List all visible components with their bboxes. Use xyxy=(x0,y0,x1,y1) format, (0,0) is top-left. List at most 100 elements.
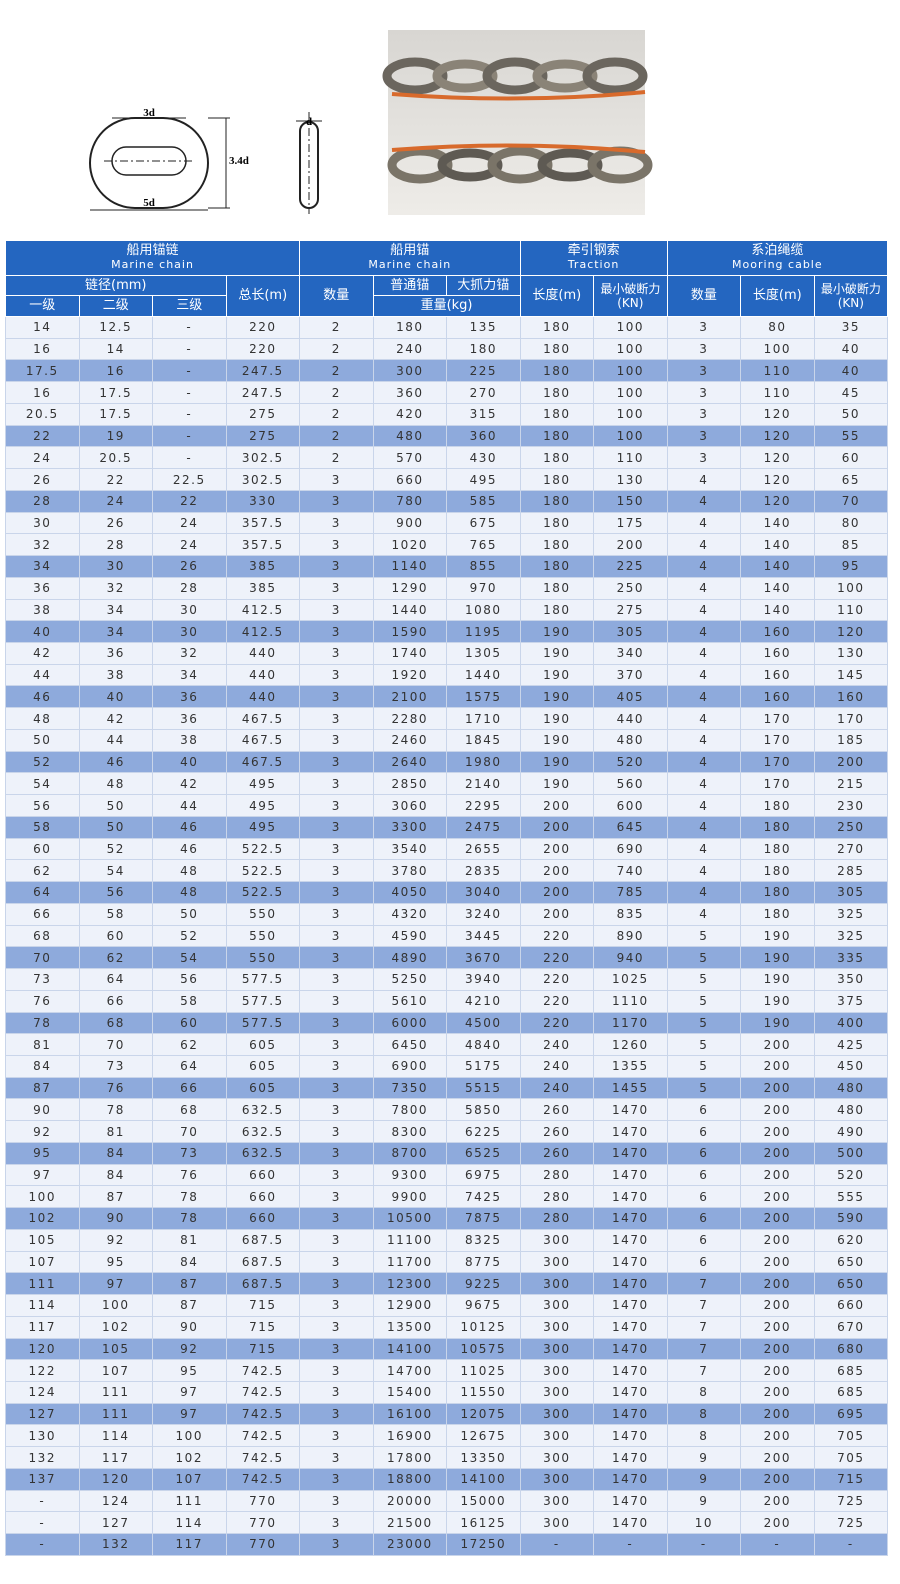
table-cell: 275 xyxy=(225,402,301,426)
table-cell: 190 xyxy=(519,728,595,752)
table-cell: 4 xyxy=(666,859,742,883)
table-cell: 26 xyxy=(78,511,153,535)
table-cell: 100 xyxy=(593,316,668,339)
table-cell: 17.5 xyxy=(78,402,153,426)
table-cell: 1920 xyxy=(372,663,448,687)
table-cell: 1305 xyxy=(446,642,521,665)
table-cell: 56 xyxy=(78,881,153,904)
table-cell: 14100 xyxy=(372,1337,448,1361)
table-cell: - xyxy=(152,424,227,448)
table-cell: 270 xyxy=(446,381,521,404)
table-cell: 480 xyxy=(813,1098,889,1122)
table-cell: 200 xyxy=(519,837,595,861)
table-cell: 180 xyxy=(446,337,521,361)
table-cell: 68 xyxy=(78,1011,153,1035)
table-cell: 3 xyxy=(299,750,374,774)
table-cell: 73 xyxy=(78,1054,153,1078)
table-cell: 440 xyxy=(225,663,301,687)
table-cell: 3 xyxy=(299,815,374,839)
table-cell: 170 xyxy=(740,750,815,774)
table-cell: 520 xyxy=(813,1163,889,1187)
table-row: 78 68 60 577.5 3 6000 4500 220 1170 5 190 400 xyxy=(5,1011,889,1035)
table-cell: 12300 xyxy=(372,1272,448,1296)
table-cell: 1845 xyxy=(446,728,521,752)
table-cell: 48 xyxy=(5,707,80,730)
table-cell: 190 xyxy=(740,968,815,991)
table-cell: 170 xyxy=(740,728,815,752)
table-cell: 5 xyxy=(666,1033,742,1056)
table-cell: 111 xyxy=(5,1272,80,1296)
table-cell: 1025 xyxy=(593,968,668,991)
table-cell: 3780 xyxy=(372,859,448,883)
illustration: 3d 3.4d 5d d xyxy=(89,30,653,215)
table-cell: 7800 xyxy=(372,1098,448,1122)
table-row: 60 52 46 522.5 3 3540 2655 200 690 4 180 270 xyxy=(5,837,889,861)
table-cell: 180 xyxy=(519,381,595,404)
column-header: 总长(m) xyxy=(225,275,301,317)
table-cell: 4 xyxy=(666,511,742,535)
table-row: 36 32 28 385 3 1290 970 180 250 4 140 100 xyxy=(5,576,889,600)
table-cell: 190 xyxy=(740,989,815,1013)
table-cell: 22 xyxy=(78,468,153,491)
table-cell: 550 xyxy=(225,946,301,970)
table-row: 100 87 78 660 3 9900 7425 280 1470 6 200 555 xyxy=(5,1185,889,1209)
table-cell: 120 xyxy=(5,1337,80,1361)
table-cell: 78 xyxy=(152,1207,227,1230)
table-cell: 92 xyxy=(78,1228,153,1252)
table-cell: 50 xyxy=(813,402,889,426)
table-cell: 1020 xyxy=(372,533,448,557)
table-cell: 180 xyxy=(519,337,595,361)
table-cell: 1575 xyxy=(446,685,521,709)
table-cell: 900 xyxy=(372,511,448,535)
table-cell: 22.5 xyxy=(152,468,227,491)
table-cell: 1470 xyxy=(593,1489,668,1513)
table-row: 24 20.5-302.5 2 570 430 180 110 3 120 60 xyxy=(5,446,889,470)
table-row: 76 66 58 577.5 3 5610 4210 220 1110 5 190 375 xyxy=(5,989,889,1013)
table-cell: 650 xyxy=(813,1250,889,1274)
table-row: 58 50 46 495 3 3300 2475 200 645 4 180 250 xyxy=(5,815,889,839)
table-cell: 467.5 xyxy=(225,750,301,774)
table-cell: 200 xyxy=(740,1076,815,1100)
table-cell: 180 xyxy=(740,881,815,904)
table-cell: 3 xyxy=(299,468,374,491)
table-cell: 110 xyxy=(813,598,889,622)
table-cell: 3040 xyxy=(446,881,521,904)
table-cell: 240 xyxy=(372,337,448,361)
table-cell: 1470 xyxy=(593,1163,668,1187)
table-cell: 4890 xyxy=(372,946,448,970)
table-cell: 16125 xyxy=(446,1511,521,1535)
table-cell: 135 xyxy=(446,316,521,339)
table-cell: 70 xyxy=(152,1120,227,1143)
table-row: 26 22 22.5 302.5 3 660 495 180 130 4 120 65 xyxy=(5,468,889,491)
table-cell: 12900 xyxy=(372,1294,448,1317)
table-cell: 132 xyxy=(78,1533,153,1556)
table-cell: 220 xyxy=(225,337,301,361)
table-cell: 120 xyxy=(740,402,815,426)
table-row: 73 64 56 577.5 3 5250 3940 220 1025 5 190 350 xyxy=(5,968,889,991)
table-cell: 3 xyxy=(299,968,374,991)
table-cell: 100 xyxy=(5,1185,80,1209)
table-cell: 300 xyxy=(519,1424,595,1448)
table-row: 120 105 92 715 3 14100 10575 300 1470 7 200 680 xyxy=(5,1337,889,1361)
table-cell: 32 xyxy=(78,576,153,600)
table-cell: 495 xyxy=(225,772,301,796)
table-row: 70 62 54 550 3 4890 3670 220 940 5 190 335 xyxy=(5,946,889,970)
table-cell: 1470 xyxy=(593,1380,668,1404)
table-cell: 6 xyxy=(666,1120,742,1143)
table-cell: 260 xyxy=(519,1098,595,1122)
table-cell: 660 xyxy=(225,1163,301,1187)
table-row: 102 90 78 660 3 10500 7875 280 1470 6 200 590 xyxy=(5,1207,889,1230)
table-cell: 3 xyxy=(299,1207,374,1230)
table-cell: 38 xyxy=(78,663,153,687)
table-cell: 412.5 xyxy=(225,620,301,644)
table-cell: 3 xyxy=(299,620,374,644)
table-cell: 8 xyxy=(666,1380,742,1404)
table-cell: 180 xyxy=(740,859,815,883)
table-cell: 14 xyxy=(78,337,153,361)
table-cell: 200 xyxy=(740,1272,815,1296)
table-cell: 300 xyxy=(519,1489,595,1513)
table-cell: 3 xyxy=(299,946,374,970)
table-cell: 22 xyxy=(152,489,227,513)
table-cell: 632.5 xyxy=(225,1120,301,1143)
table-cell: 3 xyxy=(299,598,374,622)
